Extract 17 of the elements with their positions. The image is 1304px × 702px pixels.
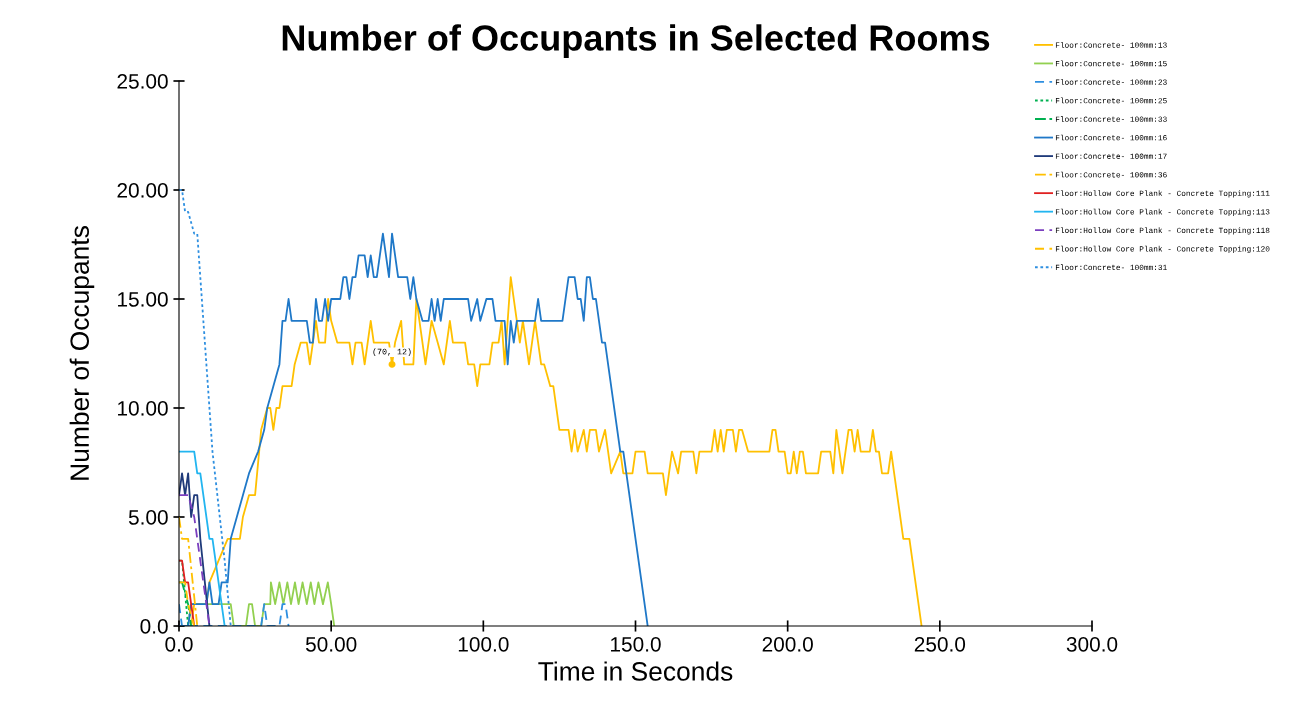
y-axis-title: Number of Occupants — [69, 226, 95, 480]
x-tick-label: 0.0 — [165, 636, 193, 652]
x-tick-label: 50.00 — [305, 636, 357, 652]
x-tick-label: 100.0 — [458, 636, 509, 652]
x-tick-label: 300.0 — [1066, 636, 1118, 652]
y-tick-label: 25.00 — [117, 74, 168, 89]
x-tick-label: 250.0 — [914, 636, 966, 652]
annotation: (70, 12) — [373, 348, 411, 357]
y-tick-label: 20.00 — [117, 183, 168, 198]
x-tick-label: 200.0 — [762, 636, 813, 652]
x-axis-title: Time in Seconds — [538, 661, 733, 681]
y-tick-label: 5.00 — [128, 510, 168, 525]
y-tick-label: 15.00 — [118, 292, 168, 307]
chart-title: Number of Occupants in Selected Rooms — [282, 24, 990, 58]
x-tick-label: 150.0 — [611, 636, 661, 652]
y-tick-label: 10.00 — [118, 401, 168, 416]
y-tick-label: 0.0 — [140, 619, 168, 634]
